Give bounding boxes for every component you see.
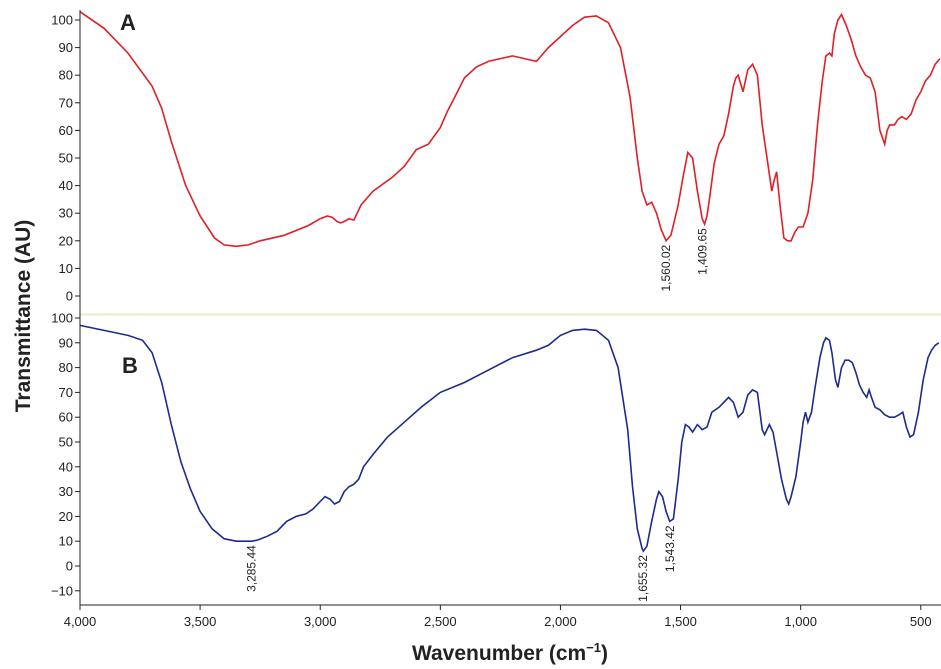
y-tick-label: 90 xyxy=(59,40,73,55)
y-tick-label: 90 xyxy=(59,335,73,350)
x-tick-label: 1,500 xyxy=(664,614,697,629)
y-tick-label: −10 xyxy=(51,583,73,598)
y-tick-label: 80 xyxy=(59,360,73,375)
peak-annotation: 1,409.65 xyxy=(695,228,709,275)
y-tick-label: 100 xyxy=(51,311,73,326)
y-tick-label: 20 xyxy=(59,233,73,248)
series-b-line xyxy=(79,324,940,553)
y-tick-label: 50 xyxy=(59,151,73,166)
x-axis-title-close: ) xyxy=(601,642,608,665)
y-tick-label: 70 xyxy=(59,95,73,110)
peak-annotation: 1,655.32 xyxy=(636,555,650,602)
y-tick-label: 30 xyxy=(59,206,73,221)
y-tick-label: 70 xyxy=(59,385,73,400)
y-axis-title: Transmittance (AU) xyxy=(12,220,35,413)
y-axis-a: 0 10 20 30 40 50 60 70 80 90 100 xyxy=(51,13,80,304)
y-tick-label: 80 xyxy=(59,68,73,83)
x-axis-title: Wavenumber (cm−1) xyxy=(412,640,608,665)
y-tick-label: 10 xyxy=(59,534,73,549)
x-tick-label: 1,000 xyxy=(784,614,817,629)
x-tick-label: 2,000 xyxy=(544,614,577,629)
y-tick-label: 60 xyxy=(59,123,73,138)
panel-b: −10 0 10 20 30 40 50 60 70 80 90 100 B xyxy=(51,311,940,598)
y-tick-label: 30 xyxy=(59,484,73,499)
x-axis-title-main: Wavenumber (cm xyxy=(412,642,586,665)
x-tick-label: 2,500 xyxy=(424,614,457,629)
peak-annotation: 1,543.42 xyxy=(663,525,677,572)
x-tick-label: 3,500 xyxy=(184,614,217,629)
panel-a: 0 10 20 30 40 50 60 70 80 90 100 A xyxy=(51,10,941,304)
x-tick-label: 500 xyxy=(910,614,932,629)
peak-annotations: 1,560.02 1,409.65 3,285.44 1,655.32 1,543.42 xyxy=(245,228,710,602)
peak-annotation: 3,285.44 xyxy=(245,545,259,592)
y-tick-label: 40 xyxy=(59,178,73,193)
x-axis: 4,000 3,500 3,000 2,500 2,000 1,500 1,000 500 xyxy=(64,605,932,629)
y-tick-label: 0 xyxy=(66,559,73,574)
panel-label-b: B xyxy=(122,353,138,378)
x-tick-label: 4,000 xyxy=(64,614,97,629)
y-tick-label: 60 xyxy=(59,410,73,425)
y-tick-label: 40 xyxy=(59,459,73,474)
panel-label-a: A xyxy=(120,10,136,35)
y-tick-label: 0 xyxy=(66,289,73,304)
series-a-line xyxy=(79,11,941,248)
y-tick-label: 50 xyxy=(59,435,73,450)
x-axis-title-sup: −1 xyxy=(586,640,601,655)
y-tick-label: 10 xyxy=(59,261,73,276)
peak-annotation: 1,560.02 xyxy=(659,244,673,291)
x-tick-label: 3,000 xyxy=(304,614,337,629)
y-tick-label: 100 xyxy=(51,13,73,28)
y-tick-label: 20 xyxy=(59,509,73,524)
y-axis-b: −10 0 10 20 30 40 50 60 70 80 90 100 xyxy=(51,311,80,598)
